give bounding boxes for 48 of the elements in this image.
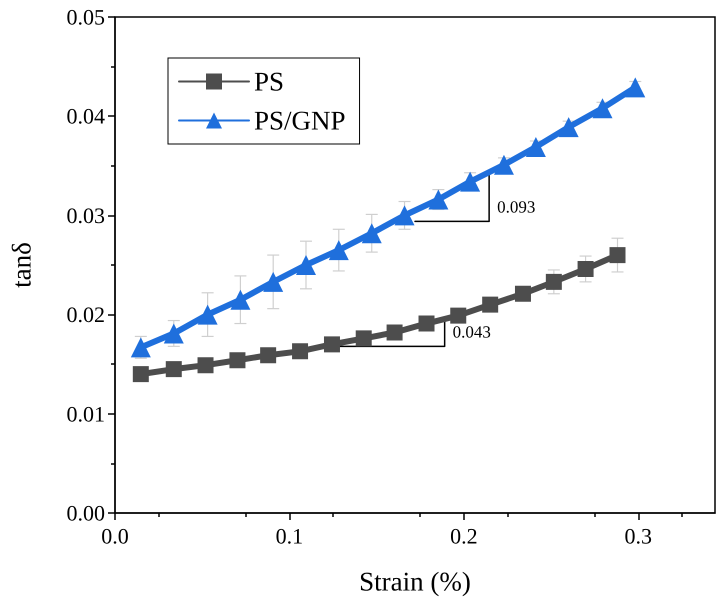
point bbox=[610, 247, 626, 264]
y-tick-label: 0.04 bbox=[66, 104, 105, 129]
annotation: 0.093 bbox=[497, 197, 536, 216]
point bbox=[514, 286, 531, 302]
point bbox=[362, 223, 382, 244]
point bbox=[578, 260, 594, 277]
point bbox=[292, 343, 308, 360]
point bbox=[198, 304, 218, 325]
annotation: 0.043 bbox=[452, 322, 491, 342]
point bbox=[494, 154, 514, 175]
legend-label: PS bbox=[254, 66, 284, 96]
y-tick-label: 0.02 bbox=[66, 302, 105, 328]
point bbox=[546, 274, 562, 290]
legend-label: PS/GNP bbox=[254, 106, 346, 136]
point bbox=[482, 296, 498, 313]
y-tick-label: 0.00 bbox=[66, 500, 105, 526]
point bbox=[460, 172, 480, 192]
y-axis-title: tanδ bbox=[6, 242, 36, 288]
point bbox=[198, 357, 214, 374]
x-tick-label: 0.1 bbox=[276, 524, 304, 548]
point bbox=[229, 352, 246, 368]
x-tick-label: 0.0 bbox=[101, 524, 129, 548]
point bbox=[263, 272, 284, 292]
point bbox=[132, 366, 149, 382]
point bbox=[328, 240, 349, 260]
point bbox=[260, 347, 276, 364]
x-tick-label: 0.3 bbox=[624, 524, 652, 548]
point bbox=[166, 361, 182, 378]
x-axis-title: Strain (%) bbox=[359, 566, 471, 596]
point bbox=[324, 336, 340, 352]
point bbox=[356, 330, 372, 346]
point bbox=[428, 190, 448, 210]
point bbox=[418, 316, 435, 332]
point bbox=[450, 308, 466, 324]
point bbox=[386, 324, 403, 340]
point bbox=[230, 290, 250, 310]
y-tick-label: 0.03 bbox=[66, 202, 105, 228]
x-tick-label: 0.2 bbox=[450, 524, 478, 548]
point bbox=[526, 136, 546, 157]
point bbox=[394, 205, 415, 226]
point bbox=[592, 98, 612, 118]
point bbox=[558, 117, 579, 138]
point bbox=[296, 255, 316, 275]
y-tick-label: 0.01 bbox=[66, 401, 105, 426]
y-tick-label: 0.05 bbox=[66, 4, 105, 30]
point bbox=[164, 323, 184, 344]
point bbox=[625, 77, 646, 98]
point bbox=[130, 337, 151, 358]
